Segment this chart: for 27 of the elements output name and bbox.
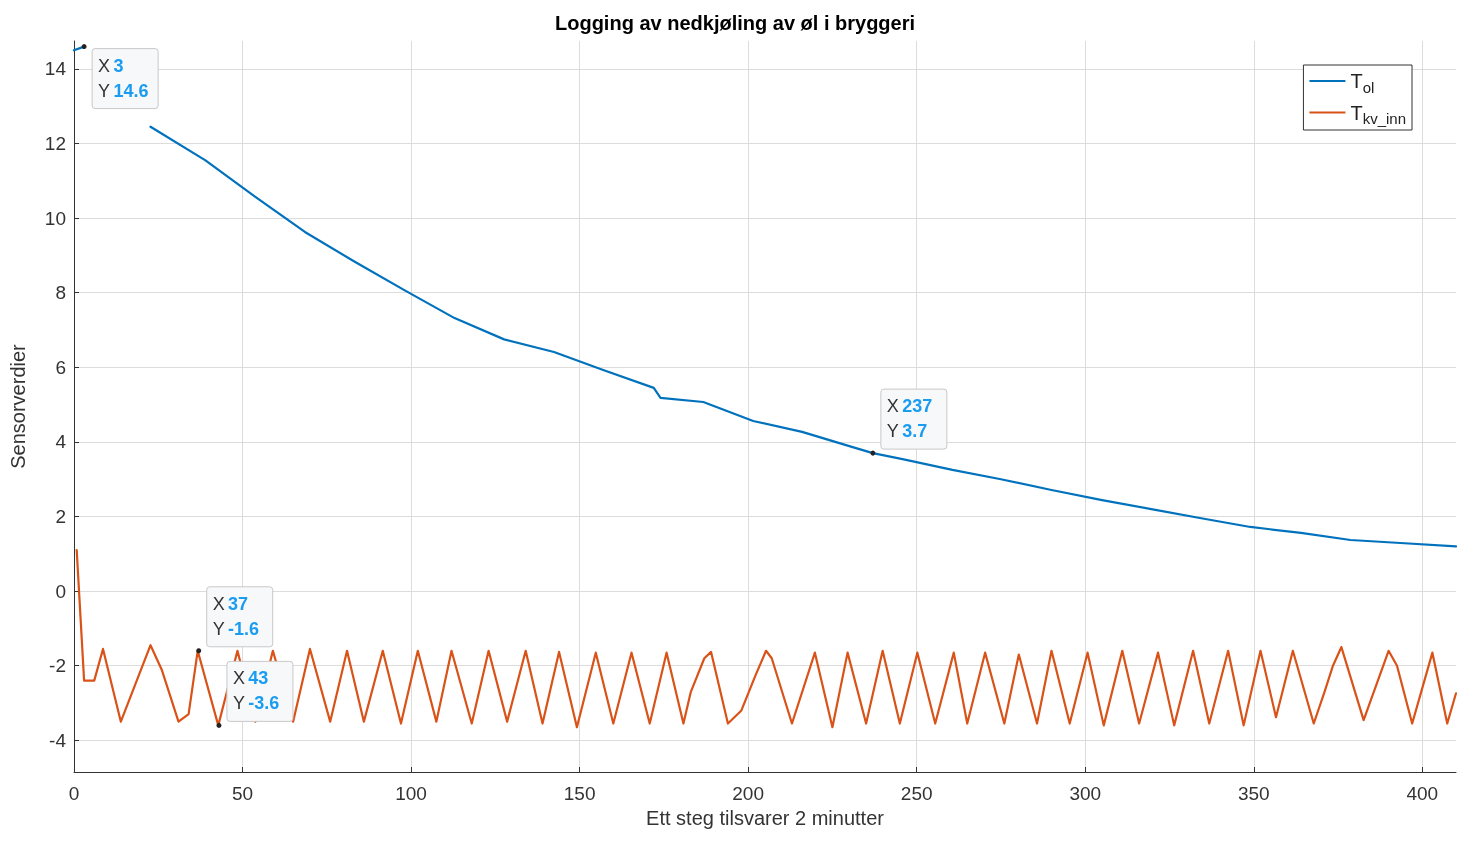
line-series [75,548,1458,729]
y-tick-label: 8 [55,282,66,304]
y-tick-label: 6 [55,356,66,378]
x-tick-label: 150 [563,783,596,804]
annotation: X 237 Y 3.7 [886,396,933,442]
x-tick-label: 0 [68,783,80,804]
chart-title: Logging av nedkjøling av øl i bryggeri [554,12,916,34]
y-tick-label: 14 [44,58,67,80]
y-tick-label: -4 [49,729,67,751]
x-tick-label: 200 [732,783,764,804]
x-tick-label: 300 [1069,783,1102,804]
x-tick-label: 50 [231,783,254,804]
x-tick-label: 350 [1237,783,1270,804]
y-tick-label: 0 [55,580,66,602]
y-axis-title: Sensorverdier [7,343,29,469]
annotation: X 43 Y -3.6 [232,668,280,714]
y-tick-label: 4 [55,431,67,453]
annotation: X 3 Y 14.6 [98,55,149,101]
y-tick-label: 10 [44,207,66,229]
x-tick-label: 400 [1406,783,1439,804]
annotation: X 37 Y -1.6 [212,593,260,639]
y-tick-label: 2 [55,506,66,528]
y-tick-label: -2 [49,655,66,677]
y-tick-label: 12 [44,133,66,155]
x-tick-label: 100 [395,783,427,804]
x-tick-label: 250 [900,783,933,804]
x-axis-title: Ett steg tilsvarer 2 minutter [646,807,885,829]
